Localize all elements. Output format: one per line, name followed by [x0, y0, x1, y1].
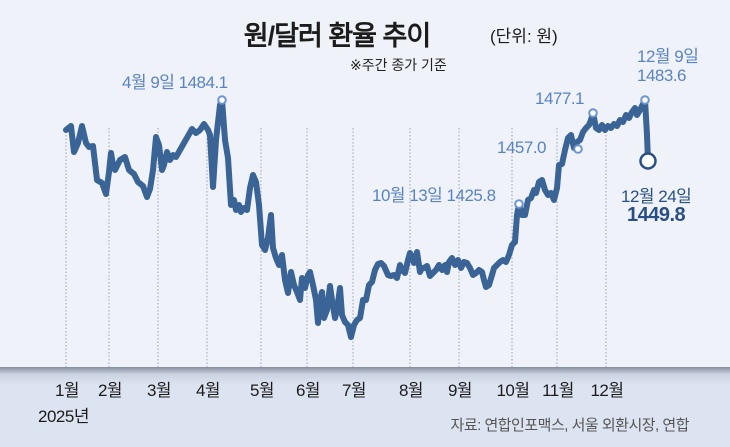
annotation-marker-icon	[217, 95, 227, 105]
line-chart	[63, 95, 657, 367]
x-tick-label: 7월	[341, 381, 367, 400]
annotation-1457: 1457.0	[497, 138, 547, 157]
annotation-oct13: 10월 13일 1425.8	[372, 186, 496, 205]
annotation-markers	[217, 95, 657, 209]
source-note: 자료: 연합인포맥스, 서울 외환시장, 연합	[450, 417, 690, 434]
annotation-dec9-date: 12월 9일	[637, 47, 699, 66]
annotation-marker-icon	[573, 144, 583, 154]
annotation-dec24-value: 1449.8	[627, 204, 686, 226]
x-tick-label: 12월	[590, 381, 624, 400]
year-label: 2025년	[38, 407, 89, 426]
x-tick-label: 10월	[496, 381, 530, 400]
annotation-dec9-value: 1483.6	[637, 66, 687, 85]
x-tick-label: 8월	[398, 381, 424, 400]
exchange-rate-line	[63, 97, 651, 340]
x-tick-label: 3월	[146, 381, 172, 400]
annotation-marker-icon	[640, 95, 650, 105]
x-tick-label: 11월	[542, 381, 574, 400]
annotation-marker-icon	[514, 199, 524, 209]
x-tick-label: 1월	[54, 381, 80, 400]
annotation-apr9: 4월 9일 1484.1	[122, 73, 228, 92]
unit-label: (단위: 원)	[490, 27, 558, 46]
annotation-marker-icon	[588, 108, 598, 118]
x-tick-label: 9월	[447, 381, 473, 400]
subtitle-note: ※주간 종가 기준	[350, 57, 447, 73]
x-tick-label: 6월	[295, 381, 321, 400]
x-tick-label: 2월	[97, 381, 123, 400]
chart-title-text: 원/달러 환율 추이	[243, 21, 431, 51]
axis-shadow	[0, 367, 730, 385]
annotation-marker-icon	[639, 152, 657, 170]
x-tick-label: 4월	[195, 381, 221, 400]
annotation-dec24-date: 12월 24일	[621, 187, 692, 206]
x-tick-label: 5월	[249, 381, 275, 400]
annotation-1477: 1477.1	[535, 89, 585, 108]
gridlines	[65, 128, 607, 367]
chart-title: 원/달러 환율 추이	[0, 14, 730, 53]
